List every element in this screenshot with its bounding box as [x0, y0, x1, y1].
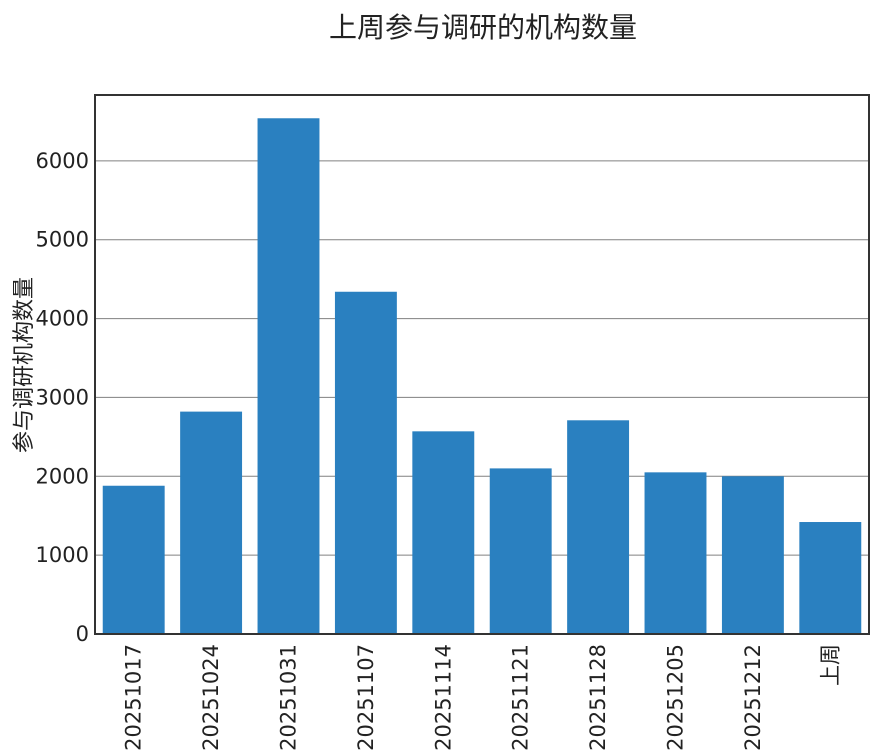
- y-tick-label: 0: [76, 622, 89, 646]
- y-tick-label: 3000: [36, 385, 89, 409]
- bar: [721, 476, 784, 634]
- bar: [412, 431, 475, 634]
- bar: [257, 118, 320, 634]
- x-tick-label: 20251212: [741, 644, 765, 751]
- x-tick-label: 20251114: [431, 644, 455, 751]
- y-tick-label: 1000: [36, 543, 89, 567]
- chart-title: 上周参与调研的机构数量: [328, 11, 637, 44]
- y-tick-label: 2000: [36, 464, 89, 488]
- bar: [799, 522, 862, 634]
- x-tick-label: 20251017: [122, 644, 146, 751]
- plot-frame: [94, 94, 870, 635]
- bar: [489, 468, 552, 634]
- bar: [567, 420, 630, 634]
- bar: [644, 472, 707, 634]
- bars: [102, 118, 862, 634]
- bar: [334, 291, 397, 634]
- bar: [102, 485, 165, 634]
- y-tick-label: 6000: [36, 149, 89, 173]
- x-tick-labels: 20251017 20251024 20251031 20251107 20251114…: [122, 644, 843, 751]
- x-tick-label: 20251031: [277, 644, 301, 751]
- y-tick-label: 4000: [36, 307, 89, 331]
- x-tick-label: 上周: [818, 644, 842, 686]
- x-tick-label: 20251024: [199, 644, 223, 751]
- x-tick-label: 20251121: [509, 644, 533, 751]
- y-tick-labels: 0 1000 2000 3000 4000 5000 6000: [36, 149, 89, 646]
- y-tick-label: 5000: [36, 228, 89, 252]
- x-tick-label: 20251205: [664, 644, 688, 751]
- bar: [180, 411, 243, 634]
- x-tick-label: 20251128: [586, 644, 610, 751]
- x-tick-label: 20251107: [354, 644, 378, 751]
